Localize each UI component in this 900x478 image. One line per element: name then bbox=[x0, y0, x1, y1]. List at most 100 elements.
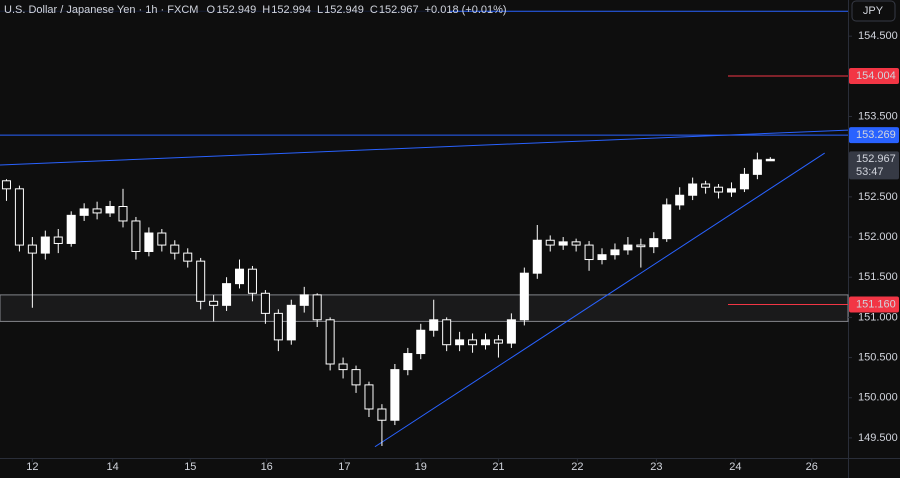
candle-body bbox=[14, 188, 24, 246]
candle-body bbox=[299, 294, 309, 306]
candle-body bbox=[131, 220, 141, 252]
candle-body bbox=[325, 319, 335, 365]
candle-body bbox=[196, 260, 206, 302]
candle-body bbox=[623, 244, 633, 251]
ohlc-value: 152.949 bbox=[216, 4, 256, 16]
x-tick-label: 16 bbox=[261, 461, 273, 473]
candle-body bbox=[532, 239, 542, 274]
countdown: 53:47 bbox=[856, 166, 884, 178]
candle-body bbox=[390, 369, 400, 421]
currency-button[interactable] bbox=[851, 0, 896, 22]
candle-body bbox=[79, 208, 89, 216]
candle-body bbox=[597, 254, 607, 261]
candle-body bbox=[92, 208, 102, 214]
symbol-title: U.S. Dollar / Japanese Yen · 1h · FXCM bbox=[4, 4, 198, 16]
candle-body bbox=[468, 339, 478, 346]
x-tick-label: 26 bbox=[806, 461, 818, 473]
candle-body bbox=[170, 244, 180, 254]
x-tick-label: 23 bbox=[650, 461, 662, 473]
candle-body bbox=[40, 236, 50, 254]
candle-body bbox=[726, 188, 736, 193]
candle-body bbox=[312, 294, 322, 321]
trendline bbox=[0, 129, 849, 166]
candle-body bbox=[455, 339, 465, 346]
last-price-label: 152.967 bbox=[856, 153, 896, 165]
candle-body bbox=[416, 329, 426, 355]
ohlc-value: 152.967 bbox=[379, 4, 419, 16]
candle-body bbox=[429, 319, 439, 331]
last-price-tag bbox=[849, 151, 899, 180]
price-tag bbox=[849, 68, 899, 85]
x-tick-label: 12 bbox=[26, 461, 38, 473]
candle-body bbox=[765, 158, 775, 162]
x-tick-label: 21 bbox=[492, 461, 504, 473]
ohlc-value: 152.949 bbox=[324, 4, 364, 16]
candle-body bbox=[403, 353, 413, 371]
candle-body bbox=[27, 244, 37, 254]
candle-body bbox=[636, 244, 646, 248]
candle-body bbox=[273, 312, 283, 341]
x-tick-label: 19 bbox=[415, 461, 427, 473]
price-tag-label: 154.004 bbox=[856, 70, 896, 82]
candle-body bbox=[584, 244, 594, 261]
x-tick-label: 15 bbox=[184, 461, 196, 473]
y-tick-label: 151.500 bbox=[858, 271, 898, 283]
trendline bbox=[374, 152, 825, 448]
y-tick-label: 150.500 bbox=[858, 351, 898, 363]
price-tag-label: 153.269 bbox=[856, 129, 896, 141]
candle-body bbox=[752, 159, 762, 175]
plot-area bbox=[0, 10, 849, 448]
candle-body bbox=[157, 232, 167, 246]
header-backdrop bbox=[0, 3, 450, 19]
x-tick-label: 24 bbox=[729, 461, 741, 473]
candle-body bbox=[338, 363, 348, 371]
candle-body bbox=[1, 180, 11, 190]
candle-body bbox=[519, 272, 529, 321]
candle-body bbox=[493, 339, 503, 344]
candle-body bbox=[506, 319, 516, 344]
x-tick-label: 14 bbox=[107, 461, 119, 473]
candle-body bbox=[351, 369, 361, 386]
candle-body bbox=[183, 252, 193, 262]
price-tag-label: 151.160 bbox=[856, 298, 896, 310]
candle-body bbox=[688, 183, 698, 196]
candle-body bbox=[234, 268, 245, 285]
y-tick-label: 152.500 bbox=[858, 191, 898, 203]
price-tag bbox=[849, 127, 899, 144]
y-tick-label: 154.500 bbox=[858, 30, 898, 42]
candle-body bbox=[66, 214, 76, 244]
candle-body bbox=[480, 339, 491, 346]
price-tag bbox=[849, 296, 899, 313]
candle-body bbox=[364, 384, 374, 410]
candle-body bbox=[247, 268, 257, 294]
x-tick-label: 22 bbox=[571, 461, 583, 473]
candle-body bbox=[222, 283, 232, 306]
candle-body bbox=[662, 204, 672, 240]
candle-body bbox=[571, 241, 581, 246]
ohlc-value: 152.994 bbox=[271, 4, 311, 16]
candle-body bbox=[286, 304, 296, 341]
candle-body bbox=[118, 206, 128, 222]
candle-body bbox=[53, 236, 63, 244]
candle-body bbox=[701, 183, 711, 188]
candle-body bbox=[209, 300, 219, 306]
candle-body bbox=[545, 239, 555, 246]
ohlc-key: C bbox=[370, 4, 378, 16]
currency-label[interactable]: JPY bbox=[863, 5, 884, 17]
candle-body bbox=[714, 186, 724, 193]
candle-body bbox=[558, 241, 568, 246]
candle-body bbox=[675, 194, 685, 206]
candle-body bbox=[610, 249, 620, 256]
y-tick-label: 149.500 bbox=[858, 432, 898, 444]
y-tick-label: 150.000 bbox=[858, 392, 898, 404]
candle-body bbox=[442, 319, 452, 346]
x-tick-label: 17 bbox=[338, 461, 350, 473]
change: +0.018 (+0.01%) bbox=[425, 4, 507, 16]
candle-body bbox=[377, 408, 387, 421]
candle-body bbox=[144, 232, 154, 252]
y-tick-label: 152.000 bbox=[858, 231, 898, 243]
candle-body bbox=[739, 173, 749, 190]
y-tick-label: 153.500 bbox=[858, 110, 898, 122]
ohlc-key: L bbox=[317, 4, 323, 16]
